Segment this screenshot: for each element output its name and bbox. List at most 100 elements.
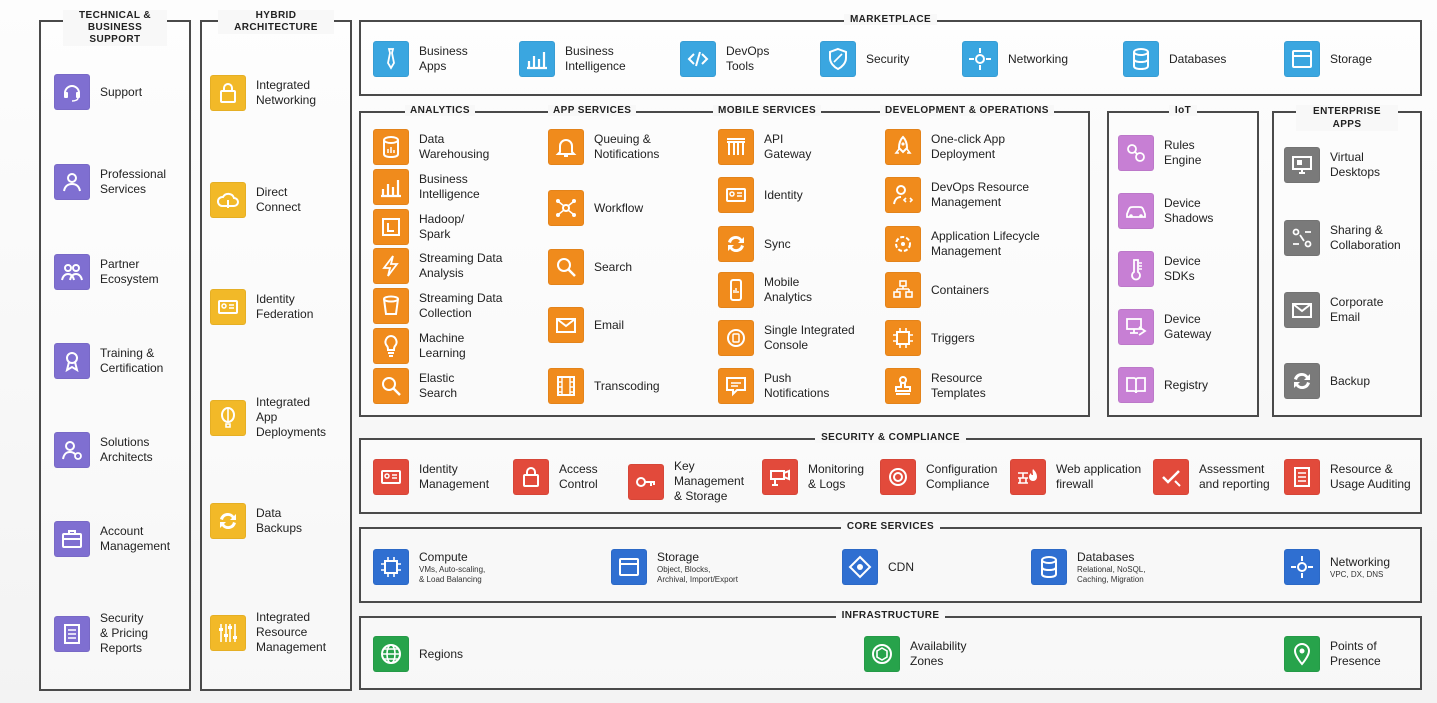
- core-item[interactable]: CDN: [842, 549, 914, 585]
- marketplace-item[interactable]: Storage: [1284, 41, 1372, 77]
- support-item[interactable]: Professional Services: [54, 164, 166, 200]
- mobile-service-item[interactable]: API Gateway: [718, 129, 811, 165]
- devops-item[interactable]: Resource Templates: [885, 368, 986, 404]
- app-services-title: APP SERVICES: [548, 105, 637, 116]
- chip-icon: [373, 549, 409, 585]
- support-item-label: Professional Services: [100, 167, 167, 196]
- app-service-item[interactable]: Search: [548, 249, 632, 285]
- iot-item[interactable]: Rules Engine: [1118, 135, 1201, 171]
- marketplace-item-label: Security: [866, 51, 910, 66]
- security-item[interactable]: Assessment and reporting: [1153, 459, 1270, 495]
- hybrid-item[interactable]: Integrated Resource Management: [210, 610, 326, 655]
- security-item[interactable]: Monitoring & Logs: [762, 459, 864, 495]
- devops-item[interactable]: Triggers: [885, 320, 975, 356]
- hybrid-item-label: Direct Connect: [256, 185, 301, 214]
- marketplace-item[interactable]: Business Intelligence: [519, 41, 626, 77]
- analytics-item[interactable]: Streaming Data Collection: [373, 288, 502, 324]
- analytics-item[interactable]: Streaming Data Analysis: [373, 248, 502, 284]
- iot-item[interactable]: Registry: [1118, 367, 1208, 403]
- infrastructure-item-label: Regions: [419, 646, 464, 661]
- enterprise-item[interactable]: Virtual Desktops: [1284, 147, 1380, 183]
- mobile-service-item[interactable]: Identity: [718, 177, 803, 213]
- app-service-item[interactable]: Email: [548, 307, 624, 343]
- core-item-label: CDN: [888, 559, 914, 574]
- id-card-icon: [373, 459, 409, 495]
- infrastructure-item[interactable]: Regions: [373, 636, 463, 672]
- support-item[interactable]: Solutions Architects: [54, 432, 153, 468]
- device-gateway-icon: [1118, 309, 1154, 345]
- core-item[interactable]: Databases Relational, NoSQL, Caching, Mig…: [1031, 549, 1145, 585]
- analytics-item[interactable]: Business Intelligence: [373, 169, 480, 205]
- support-item[interactable]: Support: [54, 74, 142, 110]
- mobile-service-item[interactable]: Mobile Analytics: [718, 272, 812, 308]
- mobile-service-item[interactable]: Single Integrated Console: [718, 320, 855, 356]
- devops-item[interactable]: One-click App Deployment: [885, 129, 1005, 165]
- app-service-item[interactable]: Transcoding: [548, 368, 660, 404]
- mobile-services-title: MOBILE SERVICES: [713, 105, 822, 116]
- hybrid-item[interactable]: Direct Connect: [210, 182, 301, 218]
- network-icon: [962, 41, 998, 77]
- devops-item[interactable]: DevOps Resource Management: [885, 177, 1029, 213]
- security-item[interactable]: Resource & Usage Auditing: [1284, 459, 1411, 495]
- monitor-icon: [1284, 147, 1320, 183]
- enterprise-item[interactable]: Sharing & Collaboration: [1284, 220, 1401, 256]
- mobile-service-item[interactable]: Sync: [718, 226, 791, 262]
- security-item[interactable]: Web application firewall: [1010, 459, 1141, 495]
- iot-item[interactable]: Device Shadows: [1118, 193, 1213, 229]
- security-item[interactable]: Key Management & Storage: [628, 459, 744, 504]
- hybrid-item[interactable]: Identity Federation: [210, 289, 313, 325]
- marketplace-item[interactable]: Security: [820, 41, 909, 77]
- support-item[interactable]: Account Management: [54, 521, 170, 557]
- analytics-item[interactable]: Machine Learning: [373, 328, 466, 364]
- iot-item[interactable]: Device SDKs: [1118, 251, 1201, 287]
- security-item[interactable]: Configuration Compliance: [880, 459, 997, 495]
- infrastructure-item[interactable]: Points of Presence: [1284, 636, 1381, 672]
- hybrid-item[interactable]: Integrated App Deployments: [210, 395, 326, 440]
- core-item[interactable]: Compute VMs, Auto-scaling, & Load Balanci…: [373, 549, 485, 585]
- core-item[interactable]: Storage Object, Blocks, Archival, Import/…: [611, 549, 738, 585]
- marketplace-item[interactable]: Business Apps: [373, 41, 468, 77]
- core-item[interactable]: Networking VPC, DX, DNS: [1284, 549, 1390, 585]
- devops-item[interactable]: Application Lifecycle Management: [885, 226, 1040, 262]
- app-service-label: Transcoding: [594, 378, 660, 393]
- share-icon: [1284, 220, 1320, 256]
- people-icon: [54, 254, 90, 290]
- hybrid-item-label: Integrated App Deployments: [256, 395, 327, 439]
- marketplace-item[interactable]: Databases: [1123, 41, 1226, 77]
- app-service-label: Email: [594, 317, 625, 332]
- iot-item-label: Rules Engine: [1164, 138, 1202, 167]
- enterprise-item-label: Backup: [1330, 373, 1371, 388]
- analytics-item[interactable]: Hadoop/ Spark: [373, 209, 464, 245]
- enterprise-item[interactable]: Backup: [1284, 363, 1370, 399]
- marketplace-item[interactable]: Networking: [962, 41, 1068, 77]
- hybrid-item[interactable]: Data Backups: [210, 503, 302, 539]
- storage-icon: [611, 549, 647, 585]
- analytics-item[interactable]: Data Warehousing: [373, 129, 489, 165]
- security-item[interactable]: Identity Management: [373, 459, 489, 495]
- cdn-icon: [842, 549, 878, 585]
- marketplace-item-label: Networking: [1008, 51, 1069, 66]
- analytics-item[interactable]: Elastic Search: [373, 368, 457, 404]
- support-item[interactable]: Partner Ecosystem: [54, 254, 159, 290]
- hybrid-item[interactable]: Integrated Networking: [210, 75, 316, 111]
- database-icon: [1123, 41, 1159, 77]
- lightbulb-icon: [373, 328, 409, 364]
- mobile-service-label: API Gateway: [764, 132, 812, 161]
- marketplace-item-label: Storage: [1330, 51, 1373, 66]
- marketplace-item[interactable]: DevOps Tools: [680, 41, 769, 77]
- support-item[interactable]: Security & Pricing Reports: [54, 611, 148, 656]
- mobile-service-label: Push Notifications: [764, 371, 830, 400]
- chip-icon: [885, 320, 921, 356]
- iot-item[interactable]: Device Gateway: [1118, 309, 1211, 345]
- app-service-item[interactable]: Queuing & Notifications: [548, 129, 659, 165]
- devops-item[interactable]: Containers: [885, 272, 989, 308]
- mobile-service-item[interactable]: Push Notifications: [718, 368, 829, 404]
- security-item-label: Access Control: [559, 462, 598, 491]
- app-service-item[interactable]: Workflow: [548, 190, 643, 226]
- enterprise-item[interactable]: Corporate Email: [1284, 292, 1383, 328]
- support-item[interactable]: Training & Certification: [54, 343, 163, 379]
- security-item[interactable]: Access Control: [513, 459, 598, 495]
- marketplace-item-label: Databases: [1169, 51, 1227, 66]
- code-icon: [680, 41, 716, 77]
- infrastructure-item[interactable]: Availability Zones: [864, 636, 966, 672]
